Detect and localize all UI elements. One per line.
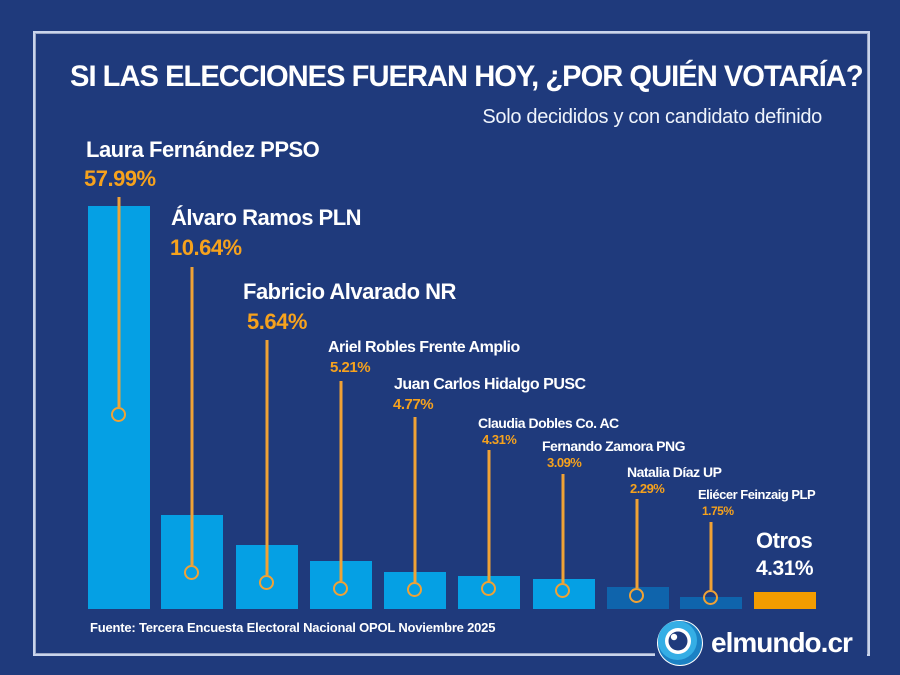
callout-marker-ariel-robles-frente-amplio xyxy=(333,581,348,596)
callout-marker-alvaro-ramos-pln xyxy=(184,565,199,580)
candidate-name-fabricio-alvarado-nr: Fabricio Alvarado NR xyxy=(243,279,456,304)
candidate-value-ariel-robles-frente-amplio: 5.21% xyxy=(330,359,371,376)
callout-marker-fabricio-alvarado-nr xyxy=(259,575,274,590)
callout-line-laura-fernandez-ppso xyxy=(117,197,121,407)
candidate-name-alvaro-ramos-pln: Álvaro Ramos PLN xyxy=(171,205,362,230)
candidate-value-alvaro-ramos-pln: 10.64% xyxy=(170,235,242,260)
chart-subtitle: Solo decididos y con candidato definido xyxy=(482,106,822,128)
callout-marker-natalia-diaz-up xyxy=(629,588,644,603)
candidate-name-laura-fernandez-ppso: Laura Fernández PPSO xyxy=(86,137,320,162)
callout-line-alvaro-ramos-pln xyxy=(190,267,194,565)
decorative-frame xyxy=(33,31,870,656)
elmundo-eye-icon xyxy=(657,620,703,666)
callout-line-fabricio-alvarado-nr xyxy=(265,340,269,575)
candidate-value-eliecer-feinzaig-plp: 1.75% xyxy=(702,504,734,518)
candidate-name-eliecer-feinzaig-plp: Eliécer Feinzaig PLP xyxy=(698,487,816,502)
candidate-value-otros: 4.31% xyxy=(756,557,814,580)
candidate-value-juan-carlos-hidalgo-pusc: 4.77% xyxy=(393,396,434,413)
candidate-name-juan-carlos-hidalgo-pusc: Juan Carlos Hidalgo PUSC xyxy=(394,376,586,393)
callout-line-natalia-diaz-up xyxy=(635,499,639,588)
candidate-name-claudia-dobles-co-ac: Claudia Dobles Co. AC xyxy=(478,415,619,431)
bar-otros xyxy=(754,592,816,609)
callout-line-fernando-zamora-png xyxy=(561,474,565,583)
callout-line-claudia-dobles-co-ac xyxy=(487,450,491,581)
source-note: Fuente: Tercera Encuesta Electoral Nacio… xyxy=(90,620,496,635)
candidate-value-fabricio-alvarado-nr: 5.64% xyxy=(247,309,307,334)
candidate-value-claudia-dobles-co-ac: 4.31% xyxy=(482,432,517,447)
candidate-value-natalia-diaz-up: 2.29% xyxy=(630,481,665,496)
callout-marker-juan-carlos-hidalgo-pusc xyxy=(407,582,422,597)
candidate-name-natalia-diaz-up: Natalia Díaz UP xyxy=(627,464,722,480)
candidate-value-fernando-zamora-png: 3.09% xyxy=(547,455,582,470)
candidate-name-otros: Otros xyxy=(756,528,813,553)
callout-marker-claudia-dobles-co-ac xyxy=(481,581,496,596)
callout-line-eliecer-feinzaig-plp xyxy=(709,522,713,590)
elmundo-logo: elmundo.cr xyxy=(655,614,867,672)
callout-line-juan-carlos-hidalgo-pusc xyxy=(413,417,417,582)
logo-text: elmundo.cr xyxy=(711,627,853,658)
callout-marker-laura-fernandez-ppso xyxy=(111,407,126,422)
callout-line-ariel-robles-frente-amplio xyxy=(339,381,343,581)
callout-marker-fernando-zamora-png xyxy=(555,583,570,598)
candidate-name-ariel-robles-frente-amplio: Ariel Robles Frente Amplio xyxy=(328,339,520,356)
candidate-name-fernando-zamora-png: Fernando Zamora PNG xyxy=(542,438,685,454)
candidate-value-laura-fernandez-ppso: 57.99% xyxy=(84,166,156,191)
chart-title: SI LAS ELECCIONES FUERAN HOY, ¿POR QUIÉN… xyxy=(70,60,864,93)
callout-marker-eliecer-feinzaig-plp xyxy=(703,590,718,605)
